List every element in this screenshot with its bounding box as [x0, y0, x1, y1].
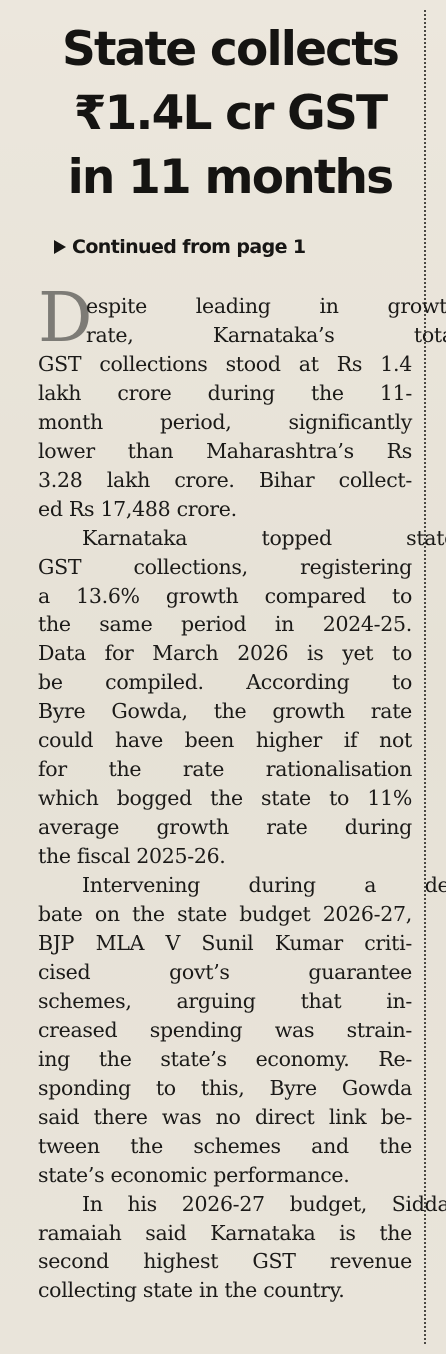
- drop-cap: D: [38, 279, 93, 358]
- article-line: month period, significantly: [38, 409, 412, 434]
- article-line: could have been higher if not: [38, 728, 412, 753]
- article-line: ramaiah said Karnataka is the: [38, 1220, 412, 1245]
- play-arrow-icon: [54, 240, 66, 254]
- headline: State collects ₹1.4L cr GST in 11 months: [40, 18, 420, 210]
- article-line: be compiled. According to: [38, 670, 412, 695]
- article-line: schemes, arguing that in-: [38, 988, 412, 1013]
- article-line: state’s economic performance.: [38, 1162, 350, 1187]
- article-line: BJP MLA V Sunil Kumar criti-: [38, 930, 412, 955]
- continued-text: Continued from page 1: [72, 236, 306, 258]
- article-line: lower than Maharashtra’s Rs: [38, 438, 412, 463]
- article-line: said there was no direct link be-: [38, 1104, 412, 1129]
- headline-line: in 11 months: [67, 150, 395, 205]
- headline-line: ₹1.4L cr GST: [73, 86, 388, 141]
- column-divider-rule: [424, 10, 426, 1344]
- article-line: cised govt’s guarantee: [38, 959, 412, 984]
- article-line: the same period in 2024-25.: [38, 612, 412, 637]
- article-line: creased spending was strain-: [38, 1017, 412, 1042]
- article-line: tween the schemes and the: [38, 1133, 412, 1158]
- article-line: 3.28 lakh crore. Bihar collect-: [38, 467, 412, 492]
- article-line: the fiscal 2025-26.: [38, 844, 226, 869]
- article-line: Karnataka topped state: [82, 525, 446, 550]
- article-line: average growth rate during: [38, 815, 412, 840]
- article-line: sponding to this, Byre Gowda: [38, 1075, 412, 1100]
- article-line: In his 2026-27 budget, Sidda-: [82, 1191, 446, 1216]
- article-line: ed Rs 17,488 crore.: [38, 496, 237, 521]
- article-line: second highest GST revenue: [38, 1249, 412, 1274]
- article-line: espite leading in growth: [86, 294, 446, 318]
- continued-from-label: Continued from page 1: [54, 236, 306, 258]
- article-line: GST collections, registering: [38, 554, 412, 579]
- article-line: Data for March 2026 is yet to: [38, 641, 412, 666]
- article-line: Intervening during a de-: [82, 873, 446, 898]
- article-body: espite leading in growth rate, Karnataka’…: [38, 292, 446, 1305]
- headline-line: State collects: [61, 22, 400, 77]
- article-line: for the rate rationalisation: [38, 757, 412, 782]
- article-line: bate on the state budget 2026-27,: [38, 902, 412, 927]
- article-line: ing the state’s economy. Re-: [38, 1046, 412, 1071]
- article-line: Byre Gowda, the growth rate: [38, 699, 412, 724]
- article-line: lakh crore during the 11-: [38, 380, 412, 405]
- article-line: rate, Karnataka’s total: [86, 322, 446, 347]
- article-line: collecting state in the country.: [38, 1278, 345, 1303]
- article-line: a 13.6% growth compared to: [38, 583, 412, 608]
- article-line: GST collections stood at Rs 1.4: [38, 351, 412, 376]
- article-line: which bogged the state to 11%: [38, 786, 412, 811]
